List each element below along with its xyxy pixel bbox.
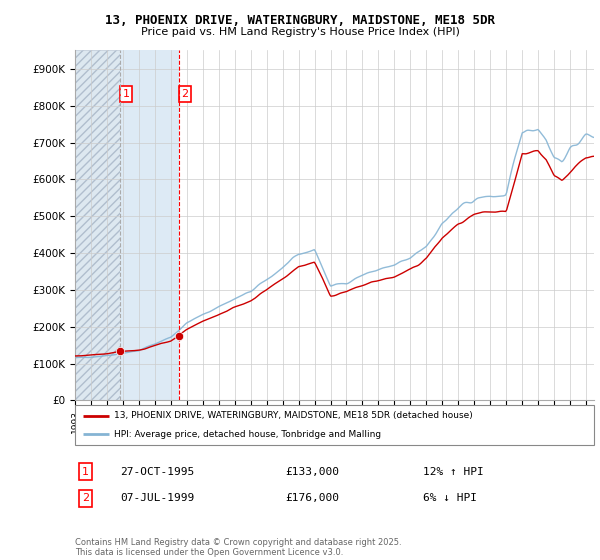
Text: 1: 1 xyxy=(82,466,89,477)
Text: Price paid vs. HM Land Registry's House Price Index (HPI): Price paid vs. HM Land Registry's House … xyxy=(140,27,460,37)
Text: 07-JUL-1999: 07-JUL-1999 xyxy=(120,493,194,503)
Text: 2: 2 xyxy=(182,89,188,99)
Text: 12% ↑ HPI: 12% ↑ HPI xyxy=(423,466,484,477)
Text: 13, PHOENIX DRIVE, WATERINGBURY, MAIDSTONE, ME18 5DR: 13, PHOENIX DRIVE, WATERINGBURY, MAIDSTO… xyxy=(105,14,495,27)
Bar xyxy=(75,50,120,400)
Text: 27-OCT-1995: 27-OCT-1995 xyxy=(120,466,194,477)
Text: £133,000: £133,000 xyxy=(285,466,339,477)
Text: 1: 1 xyxy=(122,89,130,99)
Text: HPI: Average price, detached house, Tonbridge and Malling: HPI: Average price, detached house, Tonb… xyxy=(114,430,381,439)
Text: Contains HM Land Registry data © Crown copyright and database right 2025.
This d: Contains HM Land Registry data © Crown c… xyxy=(75,538,401,557)
Bar xyxy=(120,50,179,400)
Text: 2: 2 xyxy=(82,493,89,503)
Text: £176,000: £176,000 xyxy=(285,493,339,503)
Text: 13, PHOENIX DRIVE, WATERINGBURY, MAIDSTONE, ME18 5DR (detached house): 13, PHOENIX DRIVE, WATERINGBURY, MAIDSTO… xyxy=(114,411,473,420)
Text: 6% ↓ HPI: 6% ↓ HPI xyxy=(423,493,477,503)
